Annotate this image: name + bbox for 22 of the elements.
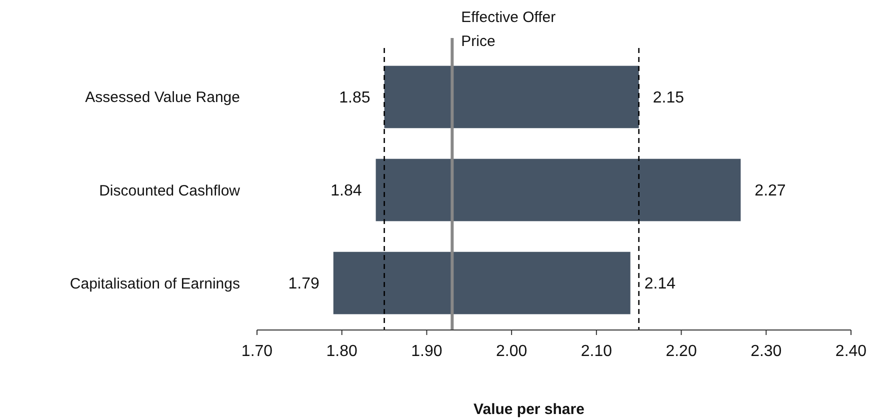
- annotation: 2.15: [652, 90, 684, 107]
- annotation: 2.27: [754, 182, 786, 200]
- x-axis-title: Value per share: [474, 401, 584, 418]
- x-tick-label: 1.90: [411, 343, 442, 360]
- bar: [384, 66, 639, 128]
- annotation: 1.84: [330, 182, 362, 200]
- x-tick-label: 2.20: [666, 343, 697, 360]
- x-tick-label: 2.40: [835, 343, 867, 360]
- x-tick-label: 1.70: [241, 343, 273, 360]
- annotation: 1.85: [339, 90, 370, 107]
- y-tick-label: Discounted Cashflow: [99, 182, 240, 200]
- y-tick-label: Assessed Value Range: [85, 89, 240, 106]
- x-tick-label: 1.80: [326, 343, 358, 360]
- x-tick-label: 2.00: [496, 343, 528, 360]
- bar: [333, 252, 630, 314]
- bar: [376, 158, 741, 222]
- ref-line-label: Effective Offer Price: [461, 9, 556, 50]
- annotation: 1.79: [288, 276, 320, 293]
- x-tick-label: 2.10: [580, 343, 612, 360]
- x-tick-label: 2.30: [750, 343, 782, 360]
- y-tick-label: Capitalisation of Earnings: [70, 275, 240, 292]
- annotation: 2.14: [644, 276, 676, 293]
